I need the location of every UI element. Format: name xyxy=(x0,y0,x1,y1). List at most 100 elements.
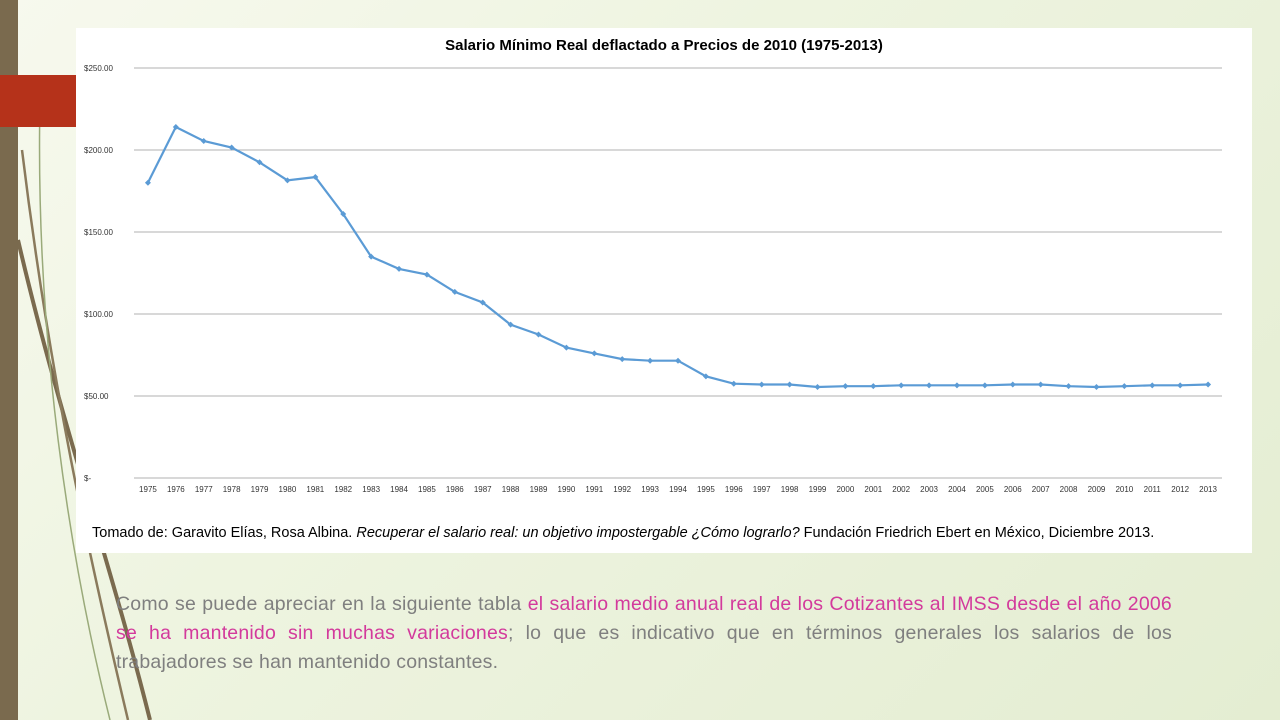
x-tick-label: 2013 xyxy=(1199,485,1217,494)
x-tick-label: 1976 xyxy=(167,485,185,494)
source-prefix: Tomado de: Garavito Elías, Rosa Albina. xyxy=(92,525,357,541)
x-tick-label: 2002 xyxy=(892,485,910,494)
data-point xyxy=(535,331,542,338)
x-tick-label: 2003 xyxy=(920,485,938,494)
data-point xyxy=(1009,381,1016,388)
x-tick-label: 2006 xyxy=(1004,485,1022,494)
caption-text: Como se puede apreciar en la siguiente t… xyxy=(116,590,1172,677)
data-point xyxy=(284,177,291,184)
swoosh-curve-2 xyxy=(20,149,130,720)
grid-layer xyxy=(134,67,1222,479)
x-tick-label: 1975 xyxy=(139,485,157,494)
x-tick-label: 1994 xyxy=(669,485,687,494)
data-point xyxy=(1093,383,1100,390)
data-point xyxy=(1149,382,1156,389)
x-tick-label: 1978 xyxy=(223,485,241,494)
data-point xyxy=(647,357,654,364)
swoosh-curve-3 xyxy=(38,99,111,720)
data-point xyxy=(1205,381,1212,388)
x-tick-label: 1980 xyxy=(279,485,297,494)
chart-title: Salario Mínimo Real deflactado a Precios… xyxy=(445,37,883,54)
x-tick-label: 2000 xyxy=(836,485,854,494)
x-tick-label: 2012 xyxy=(1171,485,1189,494)
x-tick-label: 1997 xyxy=(753,485,771,494)
accent-block xyxy=(0,75,76,127)
data-point xyxy=(730,380,737,387)
y-tick-label: $150.00 xyxy=(84,228,113,237)
source-citation: Tomado de: Garavito Elías, Rosa Albina. … xyxy=(92,525,1242,541)
y-tick-labels: $- $50.00 $100.00 $150.00 $200.00 $250.00 xyxy=(84,64,113,483)
x-tick-labels: 1975 1976 1977 1978 1979 1980 1981 1982 1983 1984… xyxy=(139,485,1217,494)
series-markers xyxy=(144,124,1212,390)
chart-panel: $- $50.00 $100.00 $150.00 $200.00 $250.00 197… xyxy=(76,28,1252,553)
data-point xyxy=(368,253,375,260)
y-tick-label: $200.00 xyxy=(84,146,113,155)
x-tick-label: 1993 xyxy=(641,485,659,494)
source-title: Recuperar el salario real: un objetivo i… xyxy=(356,525,800,541)
data-point xyxy=(619,356,626,363)
caption-part1: Como se puede apreciar en la siguiente t… xyxy=(116,593,528,615)
y-tick-label: $250.00 xyxy=(84,64,113,73)
data-point xyxy=(228,144,235,151)
x-tick-label: 1992 xyxy=(613,485,631,494)
x-tick-label: 1984 xyxy=(390,485,408,494)
x-tick-label: 1999 xyxy=(809,485,827,494)
x-tick-label: 2009 xyxy=(1088,485,1106,494)
source-suffix: Fundación Friedrich Ebert en México, Dic… xyxy=(799,525,1155,541)
left-decorative-bar xyxy=(0,0,18,720)
x-tick-label: 1979 xyxy=(251,485,269,494)
x-tick-label: 1989 xyxy=(530,485,548,494)
x-tick-label: 2005 xyxy=(976,485,994,494)
y-tick-label: $- xyxy=(84,474,91,483)
data-point xyxy=(200,137,207,144)
caption-highlight: el salario medio anual real de los Cotiz… xyxy=(116,593,1172,644)
data-point xyxy=(340,210,347,217)
y-tick-label: $50.00 xyxy=(84,392,109,401)
data-point xyxy=(591,350,598,357)
data-point xyxy=(1121,383,1128,390)
data-point xyxy=(423,271,430,278)
data-point xyxy=(312,174,319,181)
data-point xyxy=(675,357,681,364)
data-point xyxy=(1065,383,1072,390)
data-point xyxy=(1037,381,1044,388)
x-tick-label: 2010 xyxy=(1115,485,1133,494)
data-point xyxy=(144,179,151,186)
x-tick-label: 1996 xyxy=(725,485,743,494)
x-tick-label: 2007 xyxy=(1032,485,1050,494)
x-tick-label: 1990 xyxy=(558,485,576,494)
data-point xyxy=(563,344,570,351)
data-point xyxy=(926,382,933,389)
data-point xyxy=(451,288,458,295)
caption-part2: ; lo que es indicativo que en términos g… xyxy=(116,622,1172,673)
data-point xyxy=(702,373,709,380)
data-point xyxy=(172,124,179,131)
x-tick-label: 1985 xyxy=(418,485,436,494)
data-point xyxy=(870,383,877,390)
y-tick-label: $100.00 xyxy=(84,310,113,319)
x-tick-label: 1983 xyxy=(362,485,380,494)
data-point xyxy=(507,321,514,328)
data-point xyxy=(898,382,905,389)
data-point xyxy=(981,382,988,389)
series-line xyxy=(146,125,1209,389)
x-tick-label: 1995 xyxy=(697,485,715,494)
x-tick-label: 1981 xyxy=(306,485,324,494)
data-point xyxy=(842,383,849,390)
x-tick-label: 2008 xyxy=(1060,485,1078,494)
x-tick-label: 1977 xyxy=(195,485,213,494)
data-point xyxy=(953,382,960,389)
data-point xyxy=(814,383,821,390)
line-chart: $- $50.00 $100.00 $150.00 $200.00 $250.00 197… xyxy=(84,64,1222,494)
x-tick-label: 1998 xyxy=(781,485,799,494)
x-tick-label: 1986 xyxy=(446,485,464,494)
x-tick-label: 1982 xyxy=(334,485,352,494)
x-tick-label: 1991 xyxy=(585,485,603,494)
data-point xyxy=(396,265,403,272)
data-point xyxy=(256,159,263,166)
x-tick-label: 2004 xyxy=(948,485,966,494)
x-tick-label: 2011 xyxy=(1144,485,1162,494)
x-tick-label: 1988 xyxy=(502,485,520,494)
data-point xyxy=(1177,382,1184,389)
data-point xyxy=(758,381,765,388)
